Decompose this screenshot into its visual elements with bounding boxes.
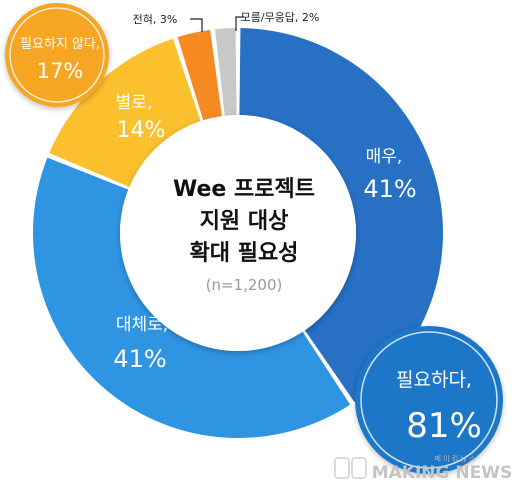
slice-not-at-all bbox=[177, 29, 222, 121]
slice-unknown bbox=[215, 28, 237, 116]
watermark-text: MAKING NEWS bbox=[372, 463, 513, 483]
leader-line-not-at-all bbox=[190, 18, 203, 32]
slice-label-mostly: 대체로, bbox=[116, 315, 168, 335]
watermark-logo-icon bbox=[334, 457, 367, 479]
group-value-needed: 81% bbox=[406, 406, 482, 446]
slice-very bbox=[239, 28, 444, 402]
slice-rarely bbox=[49, 38, 201, 187]
slice-label-unknown: 모름/무응답, 2% bbox=[241, 11, 320, 24]
slice-value-rarely: 14% bbox=[117, 118, 166, 143]
leader-line-unknown bbox=[235, 16, 244, 31]
slice-value-very: 41% bbox=[363, 175, 416, 203]
group-bubble-needed-ring bbox=[360, 331, 498, 469]
group-bubble-not-needed-ring bbox=[9, 7, 105, 103]
group-bubble-not-needed bbox=[5, 3, 109, 107]
group-value-not-needed: 17% bbox=[37, 59, 84, 83]
center-title-line-2: 지원 대상 bbox=[200, 209, 289, 234]
slice-label-rarely: 별로, bbox=[116, 93, 153, 113]
group-bubble-needed bbox=[355, 326, 503, 474]
donut-slices bbox=[32, 28, 444, 439]
center-title-line-3: 확대 필요성 bbox=[190, 241, 299, 266]
slice-label-not-at-all: 전혀, 3% bbox=[133, 13, 178, 26]
group-label-not-needed: 필요하지 않다, bbox=[20, 37, 100, 52]
donut-center bbox=[120, 115, 356, 351]
slice-mostly bbox=[32, 157, 351, 439]
slice-label-very: 매우, bbox=[366, 147, 403, 167]
center-subtitle: (n=1,200) bbox=[206, 276, 283, 294]
slice-value-mostly: 41% bbox=[113, 345, 166, 373]
center-title-line-1: Wee 프로젝트 bbox=[173, 177, 315, 202]
watermark-sub: 메 이 킹 뉴 스 bbox=[434, 454, 476, 463]
group-label-needed: 필요하다, bbox=[396, 369, 472, 391]
